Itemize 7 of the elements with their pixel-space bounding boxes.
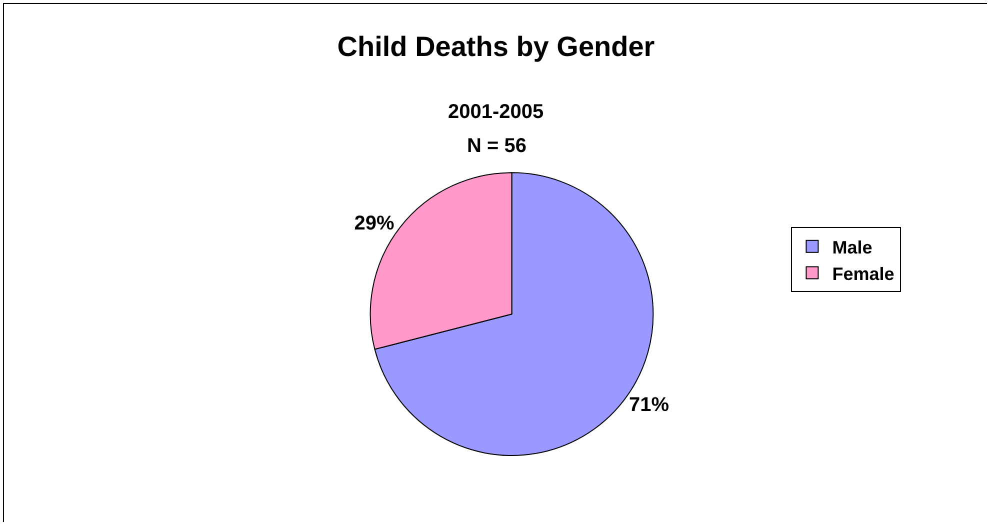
text: N = 56 (467, 135, 526, 157)
data-label: 29% (354, 212, 394, 234)
legend-label: Female (832, 264, 894, 284)
data-label: 71% (628, 394, 670, 416)
legend-label: Male (832, 237, 872, 258)
chart-subtitle: 2001-2005 (448, 101, 544, 123)
chart-title: Child Deaths by Gender (337, 30, 655, 62)
